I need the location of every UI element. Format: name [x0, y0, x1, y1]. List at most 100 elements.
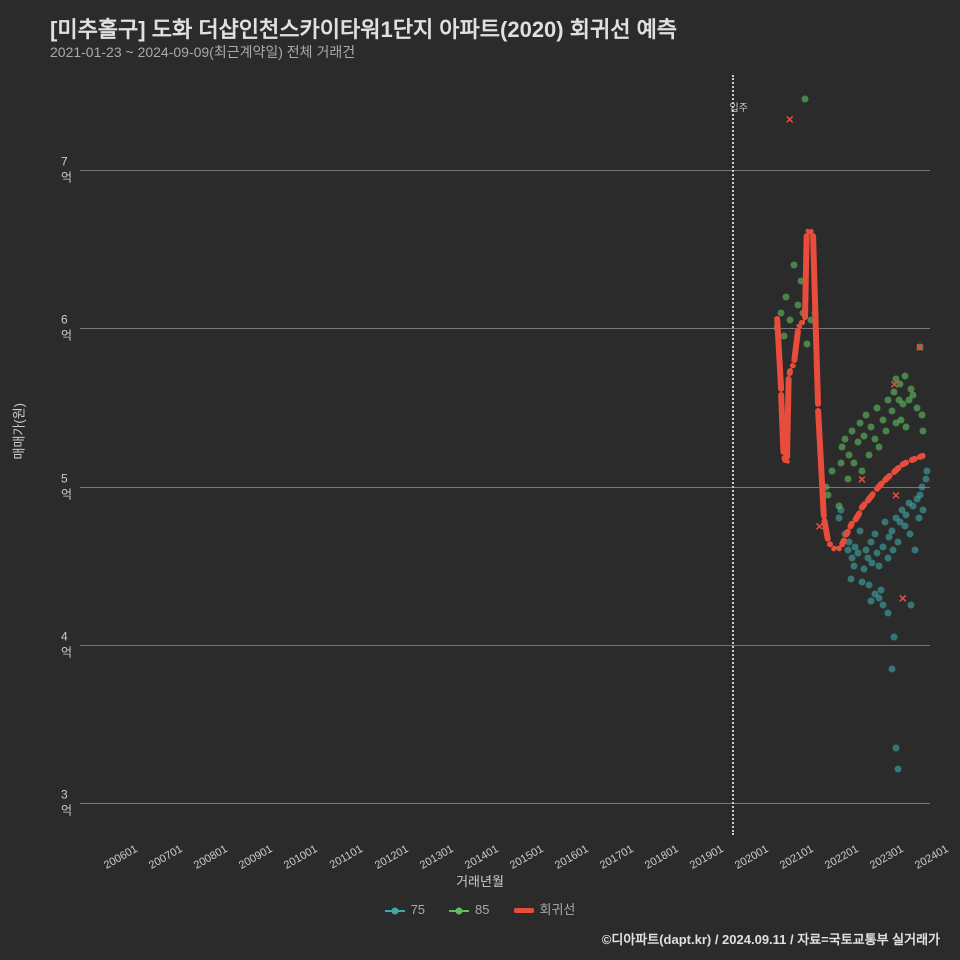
scatter-point-85 [837, 459, 844, 466]
scatter-point-85 [778, 309, 785, 316]
x-tick: 202401 [913, 843, 951, 872]
scatter-point-75 [884, 610, 891, 617]
legend-item: 85 [449, 902, 489, 917]
legend: 75 85 회귀선 [0, 899, 960, 918]
gridline-h [80, 487, 930, 488]
scatter-point-75 [850, 562, 857, 569]
scatter-point-85 [857, 420, 864, 427]
scatter-point-85 [846, 452, 853, 459]
x-tick: 201301 [418, 843, 456, 872]
scatter-point-75 [888, 528, 895, 535]
scatter-point-75 [860, 566, 867, 573]
legend-marker-icon [449, 910, 469, 912]
x-marker: × [916, 339, 924, 355]
x-marker: × [890, 376, 898, 392]
scatter-point-85 [836, 502, 843, 509]
scatter-point-85 [867, 423, 874, 430]
y-tick: 4억 [61, 630, 72, 661]
scatter-point-75 [881, 518, 888, 525]
x-tick: 201101 [327, 843, 364, 871]
scatter-point-85 [880, 417, 887, 424]
scatter-point-75 [910, 502, 917, 509]
chart-container: [미추홀구] 도화 더샵인천스카이타워1단지 아파트(2020) 회귀선 예측 … [0, 0, 960, 960]
scatter-point-75 [836, 515, 843, 522]
regression-line-segment [802, 233, 810, 320]
gridline-h [80, 803, 930, 804]
scatter-point-75 [894, 765, 901, 772]
legend-label: 회귀선 [540, 902, 576, 917]
scatter-point-75 [854, 550, 861, 557]
legend-item: 회귀선 [514, 899, 576, 918]
scatter-point-85 [865, 452, 872, 459]
scatter-point-85 [860, 433, 867, 440]
x-marker: × [786, 111, 794, 127]
scatter-point-85 [842, 436, 849, 443]
scatter-point-75 [890, 547, 897, 554]
y-tick: 3억 [61, 788, 72, 819]
scatter-point-75 [916, 491, 923, 498]
credit-text: ©디아파트(dapt.kr) / 2024.09.11 / 자료=국토교통부 실… [602, 929, 940, 948]
scatter-point-85 [854, 439, 861, 446]
x-tick: 202101 [778, 843, 816, 872]
x-marker: × [892, 487, 900, 503]
gridline-h [80, 170, 930, 171]
x-tick: 202301 [868, 843, 906, 872]
y-tick: 7억 [61, 155, 72, 186]
scatter-point-75 [901, 523, 908, 530]
scatter-point-75 [871, 531, 878, 538]
x-tick: 200601 [102, 843, 140, 872]
x-tick: 201601 [553, 843, 591, 872]
scatter-point-85 [839, 444, 846, 451]
x-tick: 201201 [372, 843, 410, 872]
regression-line-segment [784, 376, 792, 460]
scatter-point-85 [782, 293, 789, 300]
x-tick: 201901 [688, 843, 726, 872]
scatter-point-75 [865, 581, 872, 588]
scatter-point-85 [848, 428, 855, 435]
scatter-point-75 [877, 586, 884, 593]
scatter-point-75 [908, 602, 915, 609]
annotation-label: 입주 [730, 99, 748, 114]
regression-line-segment [791, 328, 801, 364]
scatter-point-85 [850, 459, 857, 466]
y-axis-label: 매매가(원) [9, 403, 28, 460]
scatter-point-75 [871, 591, 878, 598]
regression-line-segment [815, 407, 827, 518]
scatter-point-75 [884, 554, 891, 561]
scatter-point-75 [903, 512, 910, 519]
scatter-point-85 [876, 444, 883, 451]
scatter-point-75 [924, 467, 931, 474]
scatter-point-75 [911, 547, 918, 554]
scatter-point-75 [915, 515, 922, 522]
scatter-point-75 [922, 475, 929, 482]
regression-line-segment [916, 452, 927, 461]
x-tick: 200801 [192, 843, 230, 872]
scatter-point-75 [880, 543, 887, 550]
legend-marker-icon [385, 910, 405, 912]
y-tick: 6억 [61, 313, 72, 344]
scatter-point-75 [891, 634, 898, 641]
scatter-point-85 [786, 317, 793, 324]
scatter-point-75 [844, 547, 851, 554]
chart-title: [미추홀구] 도화 더샵인천스카이타워1단지 아파트(2020) 회귀선 예측 [50, 12, 677, 44]
x-tick: 201501 [508, 843, 546, 872]
x-tick: 202201 [823, 843, 861, 872]
x-tick: 200701 [147, 843, 185, 872]
legend-label: 75 [411, 902, 425, 917]
scatter-point-85 [829, 467, 836, 474]
scatter-point-75 [857, 528, 864, 535]
scatter-point-75 [867, 539, 874, 546]
scatter-point-85 [903, 423, 910, 430]
scatter-point-75 [894, 539, 901, 546]
scatter-point-75 [907, 531, 914, 538]
scatter-point-75 [893, 744, 900, 751]
vertical-reference-line [732, 75, 734, 835]
scatter-point-85 [871, 436, 878, 443]
scatter-point-85 [874, 404, 881, 411]
x-tick: 200901 [237, 843, 275, 872]
x-marker: × [858, 471, 866, 487]
x-tick: 201401 [463, 843, 501, 872]
scatter-point-75 [863, 547, 870, 554]
scatter-point-85 [914, 404, 921, 411]
scatter-point-75 [888, 665, 895, 672]
